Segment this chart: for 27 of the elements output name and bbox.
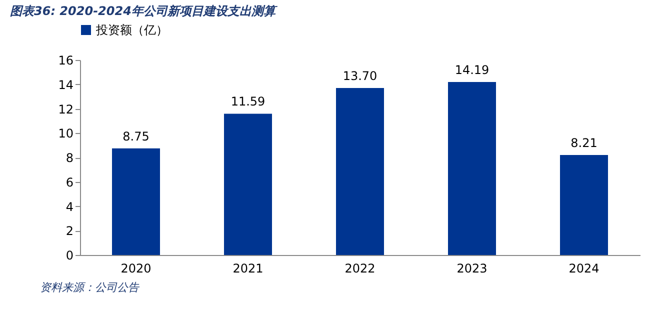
bar — [336, 88, 384, 255]
y-tick-label: 0 — [66, 248, 74, 262]
y-tick-label: 16 — [58, 54, 74, 68]
x-tick-label: 2024 — [568, 262, 600, 276]
bar — [224, 114, 272, 255]
y-tick-label: 8 — [66, 151, 74, 165]
x-tick-label: 2020 — [120, 262, 152, 276]
x-tick-label: 2021 — [232, 262, 264, 276]
y-tick-label: 2 — [66, 224, 74, 238]
legend-label: 投资额（亿） — [95, 23, 168, 37]
text: 11.59 — [230, 94, 266, 109]
y-tick-label: 14 — [58, 78, 74, 92]
bar — [560, 154, 608, 255]
x-tick-label: 2023 — [456, 262, 488, 276]
text: 13.70 — [342, 69, 378, 84]
bar — [112, 148, 160, 255]
y-tick-label: 6 — [66, 175, 74, 190]
text: 资料来源：公司公告 — [40, 281, 140, 294]
x-tick-label: 2022 — [344, 262, 376, 276]
y-tick-label: 4 — [66, 200, 74, 214]
text: 14.19 — [454, 63, 490, 78]
bar — [448, 82, 496, 255]
text: 8.75 — [122, 129, 150, 144]
y-tick-label: 10 — [58, 126, 74, 141]
y-tick-label: 12 — [58, 102, 74, 116]
chart-title: 图表36: 2020-2024年公司新项目建设支出测算 — [10, 4, 278, 18]
text: 8.21 — [570, 136, 598, 150]
